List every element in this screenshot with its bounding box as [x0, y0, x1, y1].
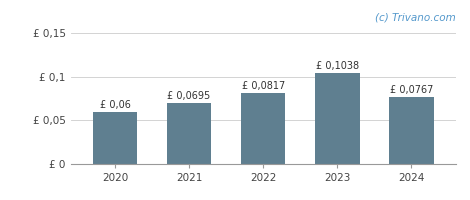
Text: £ 0,1038: £ 0,1038	[316, 61, 359, 71]
Text: £ 0,0767: £ 0,0767	[390, 85, 433, 95]
Bar	[167, 103, 212, 164]
Text: £ 0,0817: £ 0,0817	[242, 81, 285, 91]
Text: (c) Trivano.com: (c) Trivano.com	[375, 13, 456, 23]
Bar	[93, 112, 137, 164]
Text: £ 0,0695: £ 0,0695	[167, 91, 211, 101]
Bar	[241, 93, 285, 164]
Text: £ 0,06: £ 0,06	[100, 100, 130, 110]
Bar	[389, 97, 434, 164]
Bar	[315, 73, 360, 164]
